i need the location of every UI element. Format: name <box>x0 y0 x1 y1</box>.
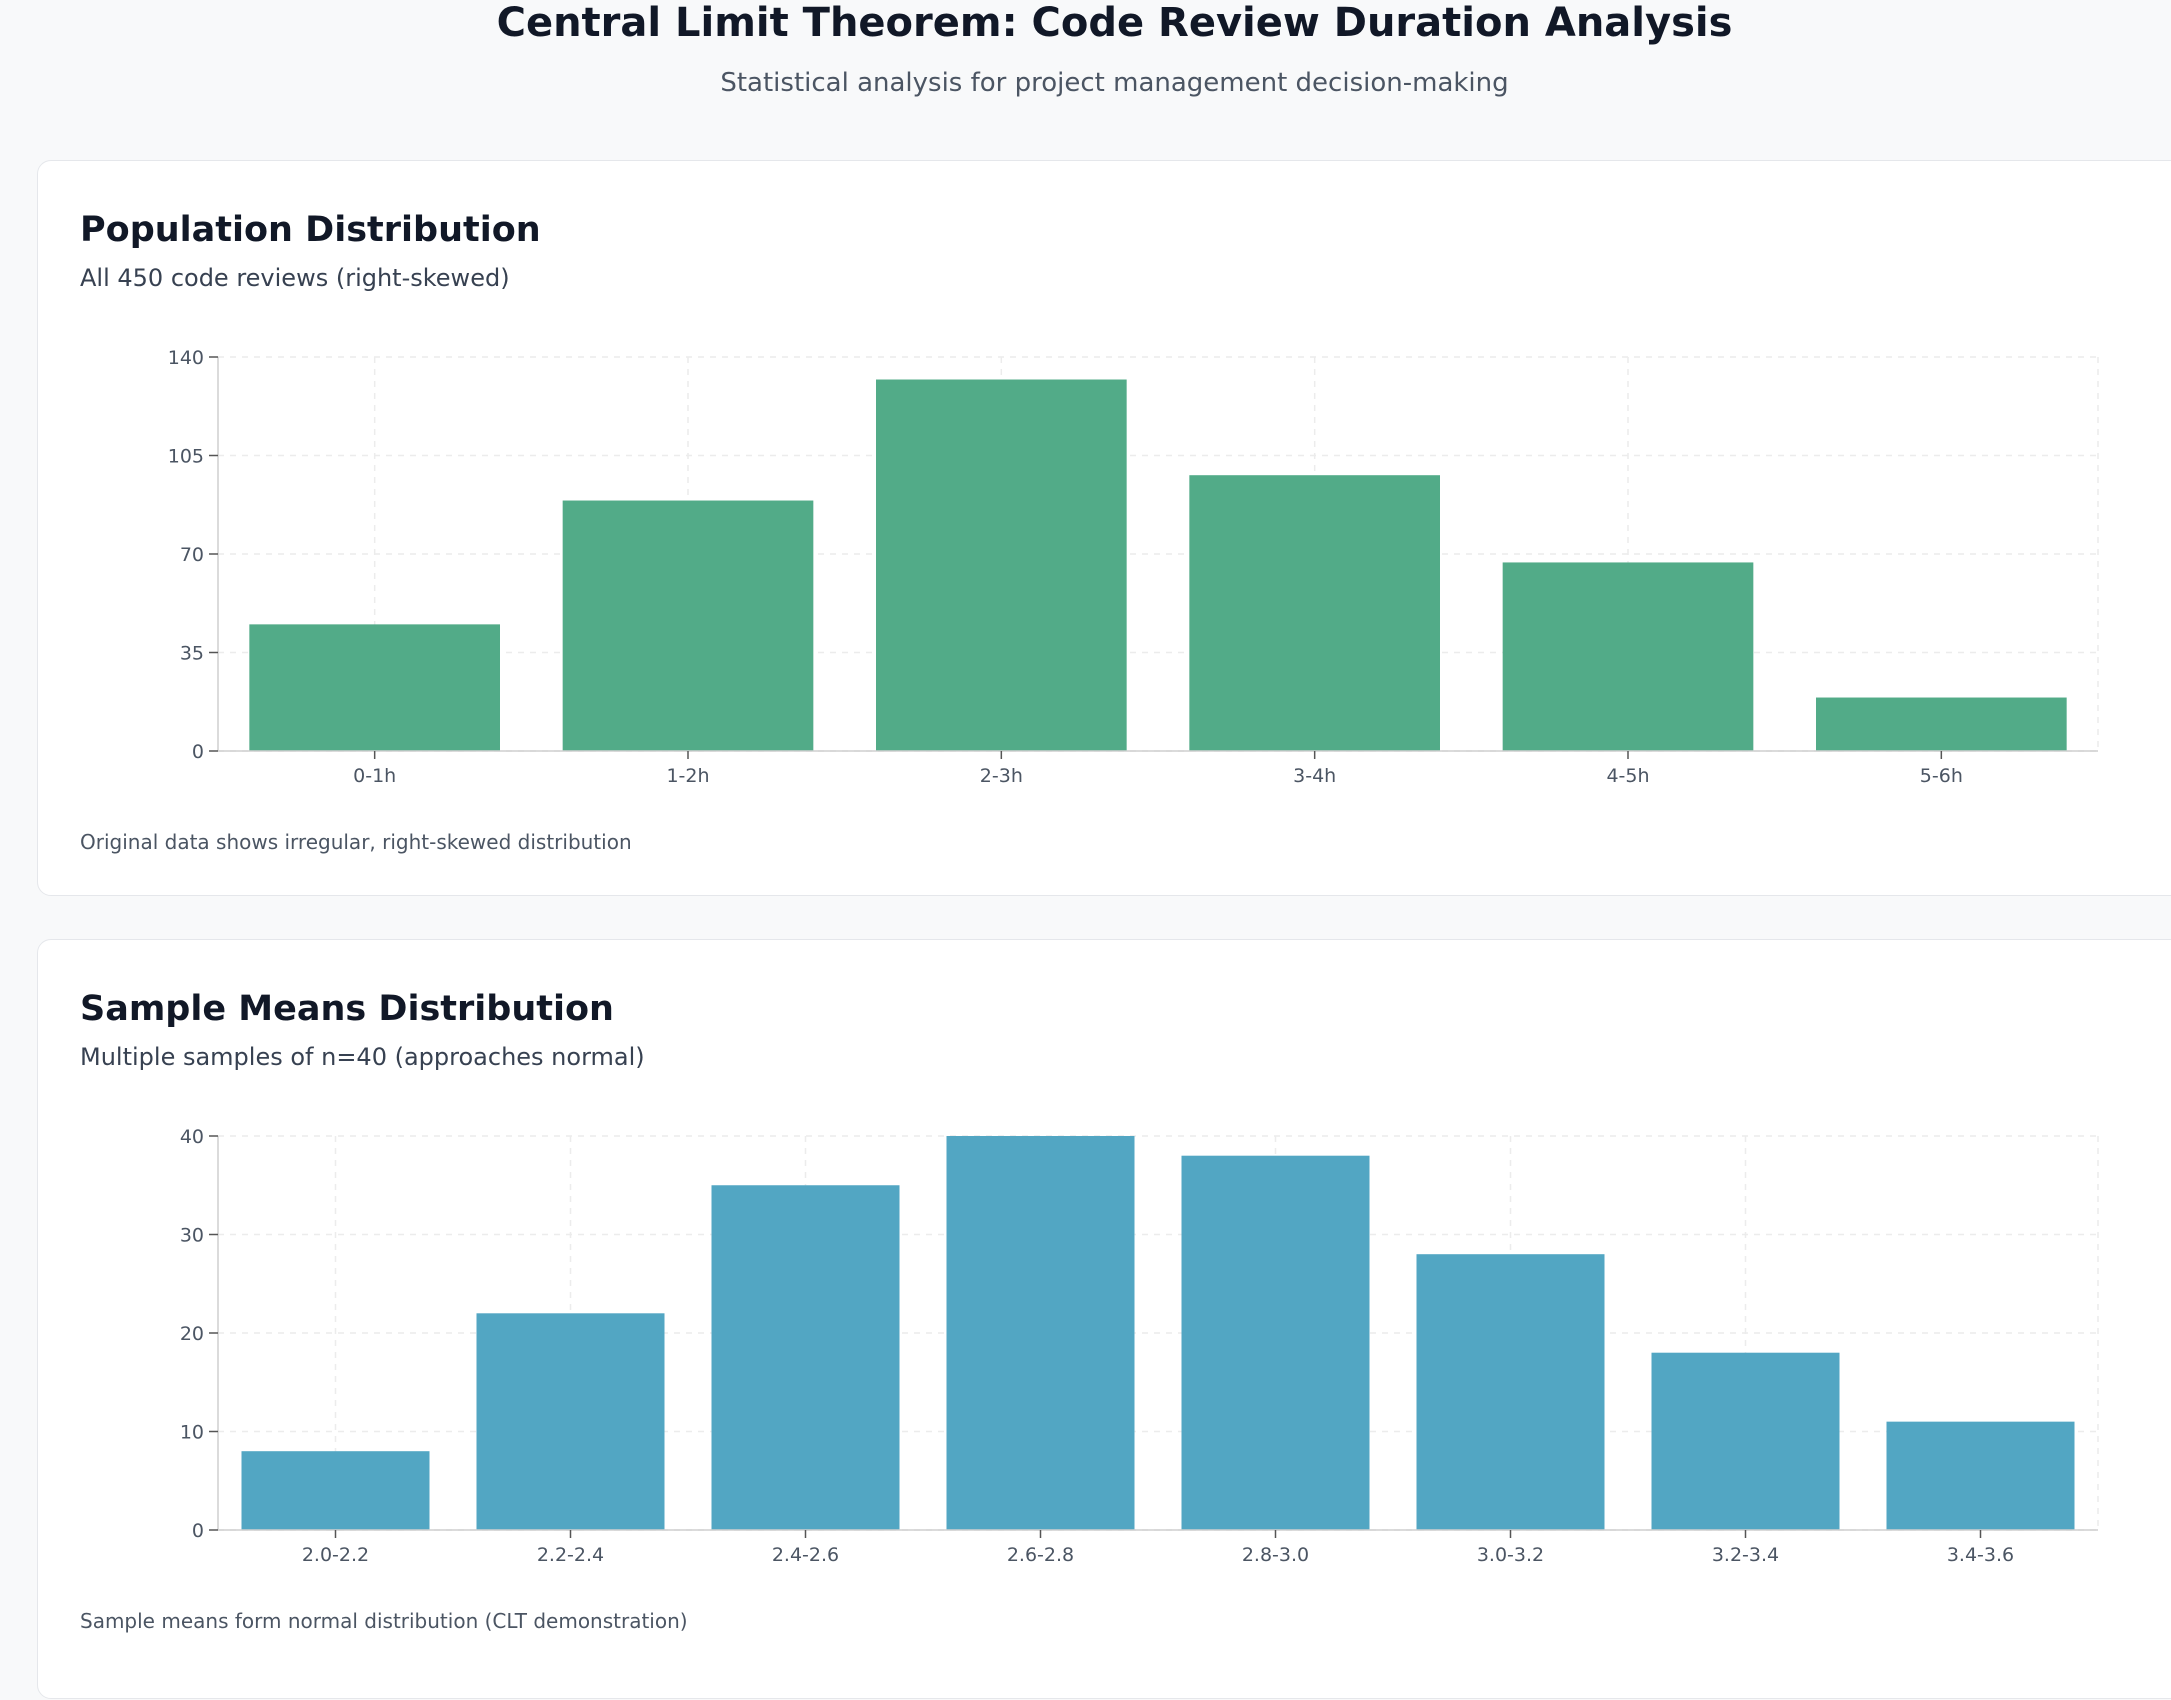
population-x-tick-label: 5-6h <box>1920 765 1963 787</box>
sample-means-bar-3 <box>946 1136 1135 1530</box>
population-bar-chart: 0 35 70 105 140 0-1h 1-2h 2-3h 3-4h 4-5h 5-6h <box>168 347 2099 787</box>
sample-means-chart-card: Sample Means Distribution Multiple sampl… <box>37 939 2171 1699</box>
population-chart-card: Population Distribution All 450 code rev… <box>37 160 2171 896</box>
sample-means-y-tick-label: 30 <box>180 1225 204 1247</box>
population-chart-subtitle: All 450 code reviews (right-skewed) <box>80 264 510 292</box>
population-chart-note: Original data shows irregular, right-ske… <box>80 830 632 854</box>
sample-means-x-tick-label: 2.8-3.0 <box>1242 1544 1309 1566</box>
sample-means-x-tick-label: 3.2-3.4 <box>1712 1544 1779 1566</box>
sample-means-y-tick-label: 10 <box>180 1422 204 1444</box>
sample-means-bars <box>241 1136 2075 1530</box>
page-subtitle: Statistical analysis for project managem… <box>720 68 1509 98</box>
population-x-tick-label: 4-5h <box>1606 765 1649 787</box>
population-y-tick-label: 35 <box>180 643 204 665</box>
page-title: Central Limit Theorem: Code Review Durat… <box>496 0 1733 46</box>
population-bar-3 <box>1189 475 1440 751</box>
sample-means-x-tick-label: 2.4-2.6 <box>772 1544 839 1566</box>
sample-means-bar-7 <box>1886 1421 2075 1530</box>
sample-means-bar-chart: 0 10 20 30 40 2.0-2.2 2.2-2.4 2.4-2.6 2.6-2.8 2.8… <box>180 1126 2099 1566</box>
population-bar-1 <box>562 500 814 751</box>
sample-means-chart-note: Sample means form normal distribution (C… <box>80 1609 688 1633</box>
sample-means-bar-6 <box>1651 1352 1840 1530</box>
sample-means-y-tick-label: 40 <box>180 1126 204 1148</box>
population-bars <box>249 379 2067 751</box>
population-y-tick-label: 140 <box>168 347 204 369</box>
sample-means-bar-0 <box>241 1451 430 1530</box>
sample-means-bar-4 <box>1181 1155 1370 1530</box>
sample-means-x-tick-label: 3.4-3.6 <box>1947 1544 2014 1566</box>
population-y-tick-label: 0 <box>192 741 204 763</box>
sample-means-x-tick-label: 2.6-2.8 <box>1007 1544 1074 1566</box>
sample-means-x-tick-label: 2.2-2.4 <box>537 1544 604 1566</box>
population-x-tick-label: 1-2h <box>666 765 709 787</box>
sample-means-y-tick-label: 20 <box>180 1323 204 1345</box>
population-x-tick-label: 2-3h <box>980 765 1023 787</box>
population-bar-5 <box>1816 697 2067 751</box>
sample-means-bar-1 <box>476 1313 665 1530</box>
population-bar-2 <box>876 379 1127 751</box>
population-y-tick-label: 105 <box>168 446 204 468</box>
sample-means-y-tick-label: 0 <box>192 1520 204 1542</box>
population-x-tick-label: 3-4h <box>1293 765 1336 787</box>
sample-means-x-tick-label: 2.0-2.2 <box>302 1544 369 1566</box>
population-y-tick-label: 70 <box>180 544 204 566</box>
sample-means-x-tick-label: 3.0-3.2 <box>1477 1544 1544 1566</box>
population-x-tick-label: 0-1h <box>353 765 396 787</box>
sample-means-bar-5 <box>1416 1254 1605 1530</box>
population-bar-4 <box>1502 562 1754 751</box>
sample-means-chart-title: Sample Means Distribution <box>80 989 614 1029</box>
population-bar-0 <box>249 624 500 751</box>
sample-means-bar-2 <box>711 1185 900 1530</box>
sample-means-chart-subtitle: Multiple samples of n=40 (approaches nor… <box>80 1043 645 1071</box>
page-header: Central Limit Theorem: Code Review Durat… <box>0 0 2171 130</box>
population-chart-title: Population Distribution <box>80 210 541 250</box>
